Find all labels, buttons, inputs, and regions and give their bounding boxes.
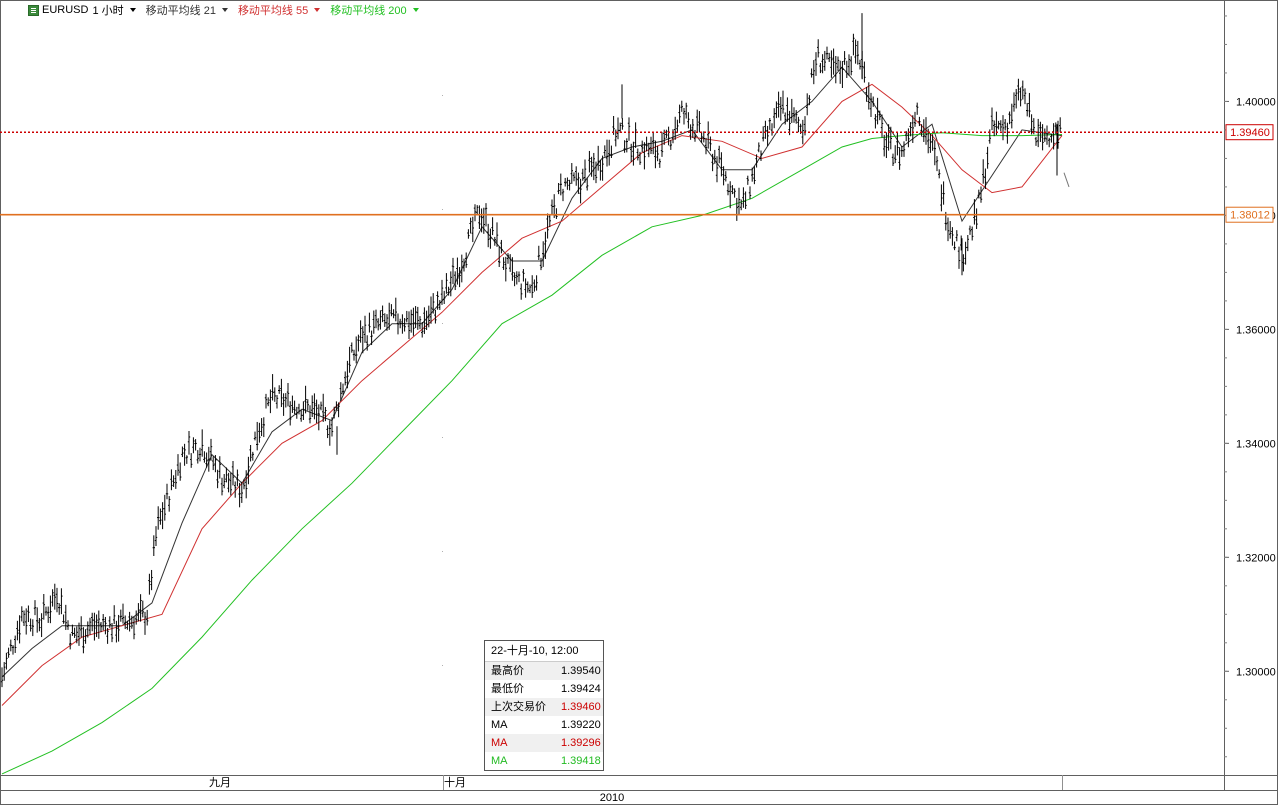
grid-dot <box>442 551 443 552</box>
y-axis-tick-label: 1.36000 <box>1236 324 1276 336</box>
symbol-dropdown-icon <box>129 8 136 12</box>
price-line-label-box <box>1225 206 1274 223</box>
legend-bar: EURUSD 1 小时 移动平均线 21 移动平均线 55 移动平均线 200 <box>42 2 419 18</box>
tooltip-row-value: 1.39220 <box>561 719 601 731</box>
tooltip-row-label: MA <box>491 755 508 767</box>
ma200-dropdown-icon <box>412 8 419 12</box>
tooltip-row-value: 1.39418 <box>561 755 601 767</box>
data-tooltip: 22-十月-10, 12:00 最高价 1.39540 最低价 1.39424 上次交易… <box>484 640 604 771</box>
ma21-dropdown-icon <box>221 8 228 12</box>
ma200-selector[interactable]: 移动平均线 200 <box>330 2 419 18</box>
grid-dot <box>442 209 443 210</box>
ma21-label: 移动平均线 21 <box>145 5 216 17</box>
grid-dot <box>442 95 443 96</box>
y-axis-tick-label: 1.32000 <box>1236 552 1276 564</box>
symbol-icon[interactable] <box>28 5 39 16</box>
price-line-label-box <box>1225 124 1274 141</box>
price-line-label: 1.38012 <box>1230 210 1270 222</box>
x-axis-month-label: 九月 <box>209 776 231 789</box>
tooltip-row: MA 1.39220 <box>485 716 603 734</box>
ma55-selector[interactable]: 移动平均线 55 <box>237 2 321 18</box>
tooltip-datetime: 22-十月-10, 12:00 <box>485 641 603 662</box>
price-line-label: 1.39460 <box>1230 127 1270 139</box>
tooltip-row: MA 1.39296 <box>485 734 603 752</box>
tooltip-row-value: 1.39460 <box>561 701 601 713</box>
projection-mark <box>1063 172 1070 188</box>
x-axis-year-label: 2010 <box>600 792 624 804</box>
symbol-label: EURUSD <box>42 4 89 16</box>
tooltip-row-value: 1.39296 <box>561 737 601 749</box>
tooltip-row-label: MA <box>491 719 508 731</box>
x-axis-month-label: 十月 <box>444 775 466 789</box>
tooltip-row-value: 1.39540 <box>561 665 601 677</box>
tooltip-row-label: 上次交易价 <box>491 701 546 713</box>
tooltip-row: 上次交易价 1.39460 <box>485 698 603 716</box>
timeframe-label: 1 小时 <box>92 5 124 17</box>
tooltip-row-label: 最高价 <box>491 665 524 677</box>
grid-dot <box>442 323 443 324</box>
tooltip-row: MA 1.39418 <box>485 752 603 770</box>
tooltip-row: 最低价 1.39424 <box>485 680 603 698</box>
y-axis-tick-label: 1.34000 <box>1236 438 1276 450</box>
tooltip-row-value: 1.39424 <box>561 683 601 695</box>
tooltip-row-label: MA <box>491 737 508 749</box>
ma200-label: 移动平均线 200 <box>330 5 407 17</box>
ma55-label: 移动平均线 55 <box>237 5 309 17</box>
tooltip-row: 最高价 1.39540 <box>485 662 603 680</box>
y-axis-tick-label: 1.30000 <box>1236 666 1276 678</box>
grid-dot <box>442 437 443 438</box>
tooltip-rows: 最高价 1.39540 最低价 1.39424 上次交易价 1.39460 MA 1.3922… <box>485 662 603 770</box>
ma55-dropdown-icon <box>314 8 321 12</box>
tooltip-row-label: 最低价 <box>491 683 524 695</box>
symbol-selector[interactable]: EURUSD 1 小时 <box>42 2 136 18</box>
ma-line <box>1 66 1063 678</box>
ma-line <box>1 83 1063 706</box>
ma21-selector[interactable]: 移动平均线 21 <box>146 2 228 18</box>
grid-dot <box>442 665 443 666</box>
y-axis-tick-label: 1.40000 <box>1236 96 1276 108</box>
